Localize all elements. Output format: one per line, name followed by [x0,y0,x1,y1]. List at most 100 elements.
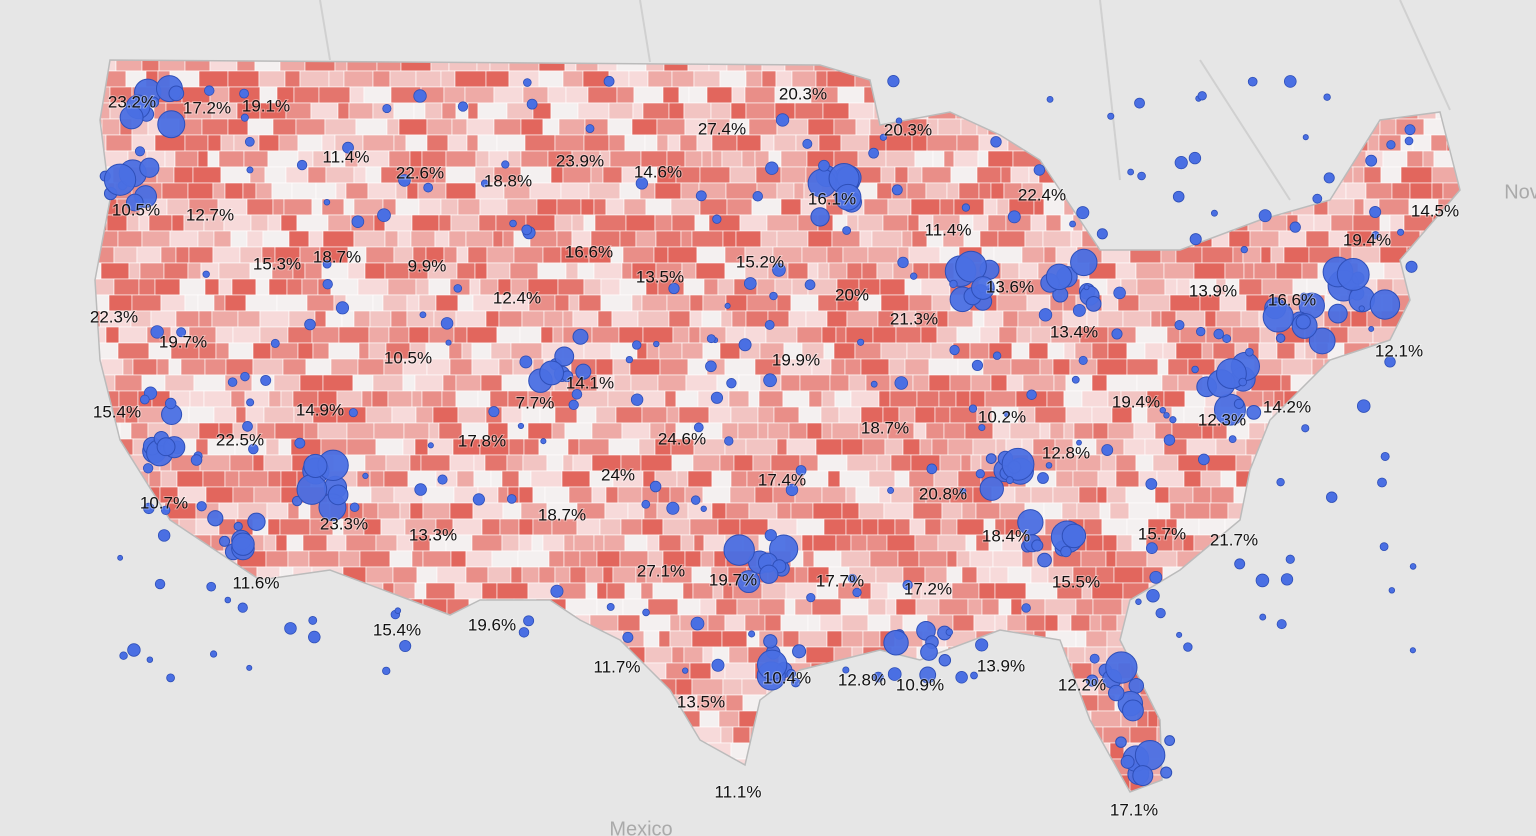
county [517,550,550,568]
county [562,454,574,472]
county [641,406,668,424]
county [554,134,585,152]
bubble [1404,124,1416,136]
county [1063,390,1083,408]
county [998,598,1012,616]
county [711,470,732,488]
county [748,390,760,408]
bubble [1323,93,1331,101]
county [879,278,906,296]
value-label: 12.1% [1375,341,1423,360]
county [621,262,633,280]
value-label: 19.9% [772,350,820,369]
county [293,86,320,104]
county [938,598,969,616]
county [544,486,570,504]
county [846,310,879,328]
county [322,374,354,392]
bubble [690,616,705,631]
bubble [1323,172,1335,184]
county [875,566,904,584]
county [174,150,199,168]
county [807,230,833,248]
county [738,374,761,392]
value-label: 12.8% [838,670,886,689]
bubble [1078,355,1088,366]
county [164,374,195,392]
county [1363,166,1382,184]
county [877,518,896,536]
bubble [1405,260,1418,273]
county [994,614,1008,632]
county [656,118,686,136]
bubble [296,159,308,171]
value-label: 12.8% [1042,443,1090,462]
county [691,230,724,248]
value-label: 13.9% [977,656,1025,675]
county [308,230,324,248]
county [409,454,422,472]
county [554,294,570,312]
county [398,118,428,136]
bubble [472,493,485,506]
bubble [1007,210,1021,224]
county [1128,502,1159,520]
county [617,486,643,504]
county [798,630,828,648]
county [936,326,958,344]
county [443,86,466,104]
county [542,246,562,264]
value-label: 17.7% [816,571,864,590]
county [801,534,814,552]
county [369,470,385,488]
county [399,502,411,520]
county [884,438,904,456]
county [654,182,682,200]
county [455,390,479,408]
bubble [842,226,852,235]
county [267,150,299,168]
bubble [748,630,756,638]
county [696,246,726,264]
bubble [1101,444,1114,456]
county [612,566,637,584]
bubble [308,630,321,644]
county [1089,614,1102,632]
county [373,422,405,440]
county [1406,150,1424,168]
bubble [382,666,391,676]
county [538,566,556,584]
county [833,118,857,136]
county [101,118,121,136]
county [357,358,385,376]
county [920,278,951,296]
county [776,502,792,520]
county [212,246,241,264]
bubble [1146,542,1158,554]
county [1422,150,1435,168]
bubble [517,422,525,430]
county [770,454,801,472]
county [139,262,165,280]
value-label: 19.4% [1112,392,1160,411]
bubble [1072,304,1086,317]
county [353,166,367,184]
county [471,342,492,360]
county [1083,518,1103,536]
county [817,454,848,472]
bubble [1159,407,1167,414]
county [268,278,288,296]
county [1085,630,1108,648]
county [1085,534,1104,552]
county [821,390,836,408]
county [1010,598,1023,616]
county [540,326,554,344]
county [645,198,672,216]
county [245,406,265,424]
county [726,198,753,216]
county [1135,262,1165,280]
county [204,278,220,296]
county [138,278,156,296]
county [263,406,295,424]
county [542,534,565,552]
